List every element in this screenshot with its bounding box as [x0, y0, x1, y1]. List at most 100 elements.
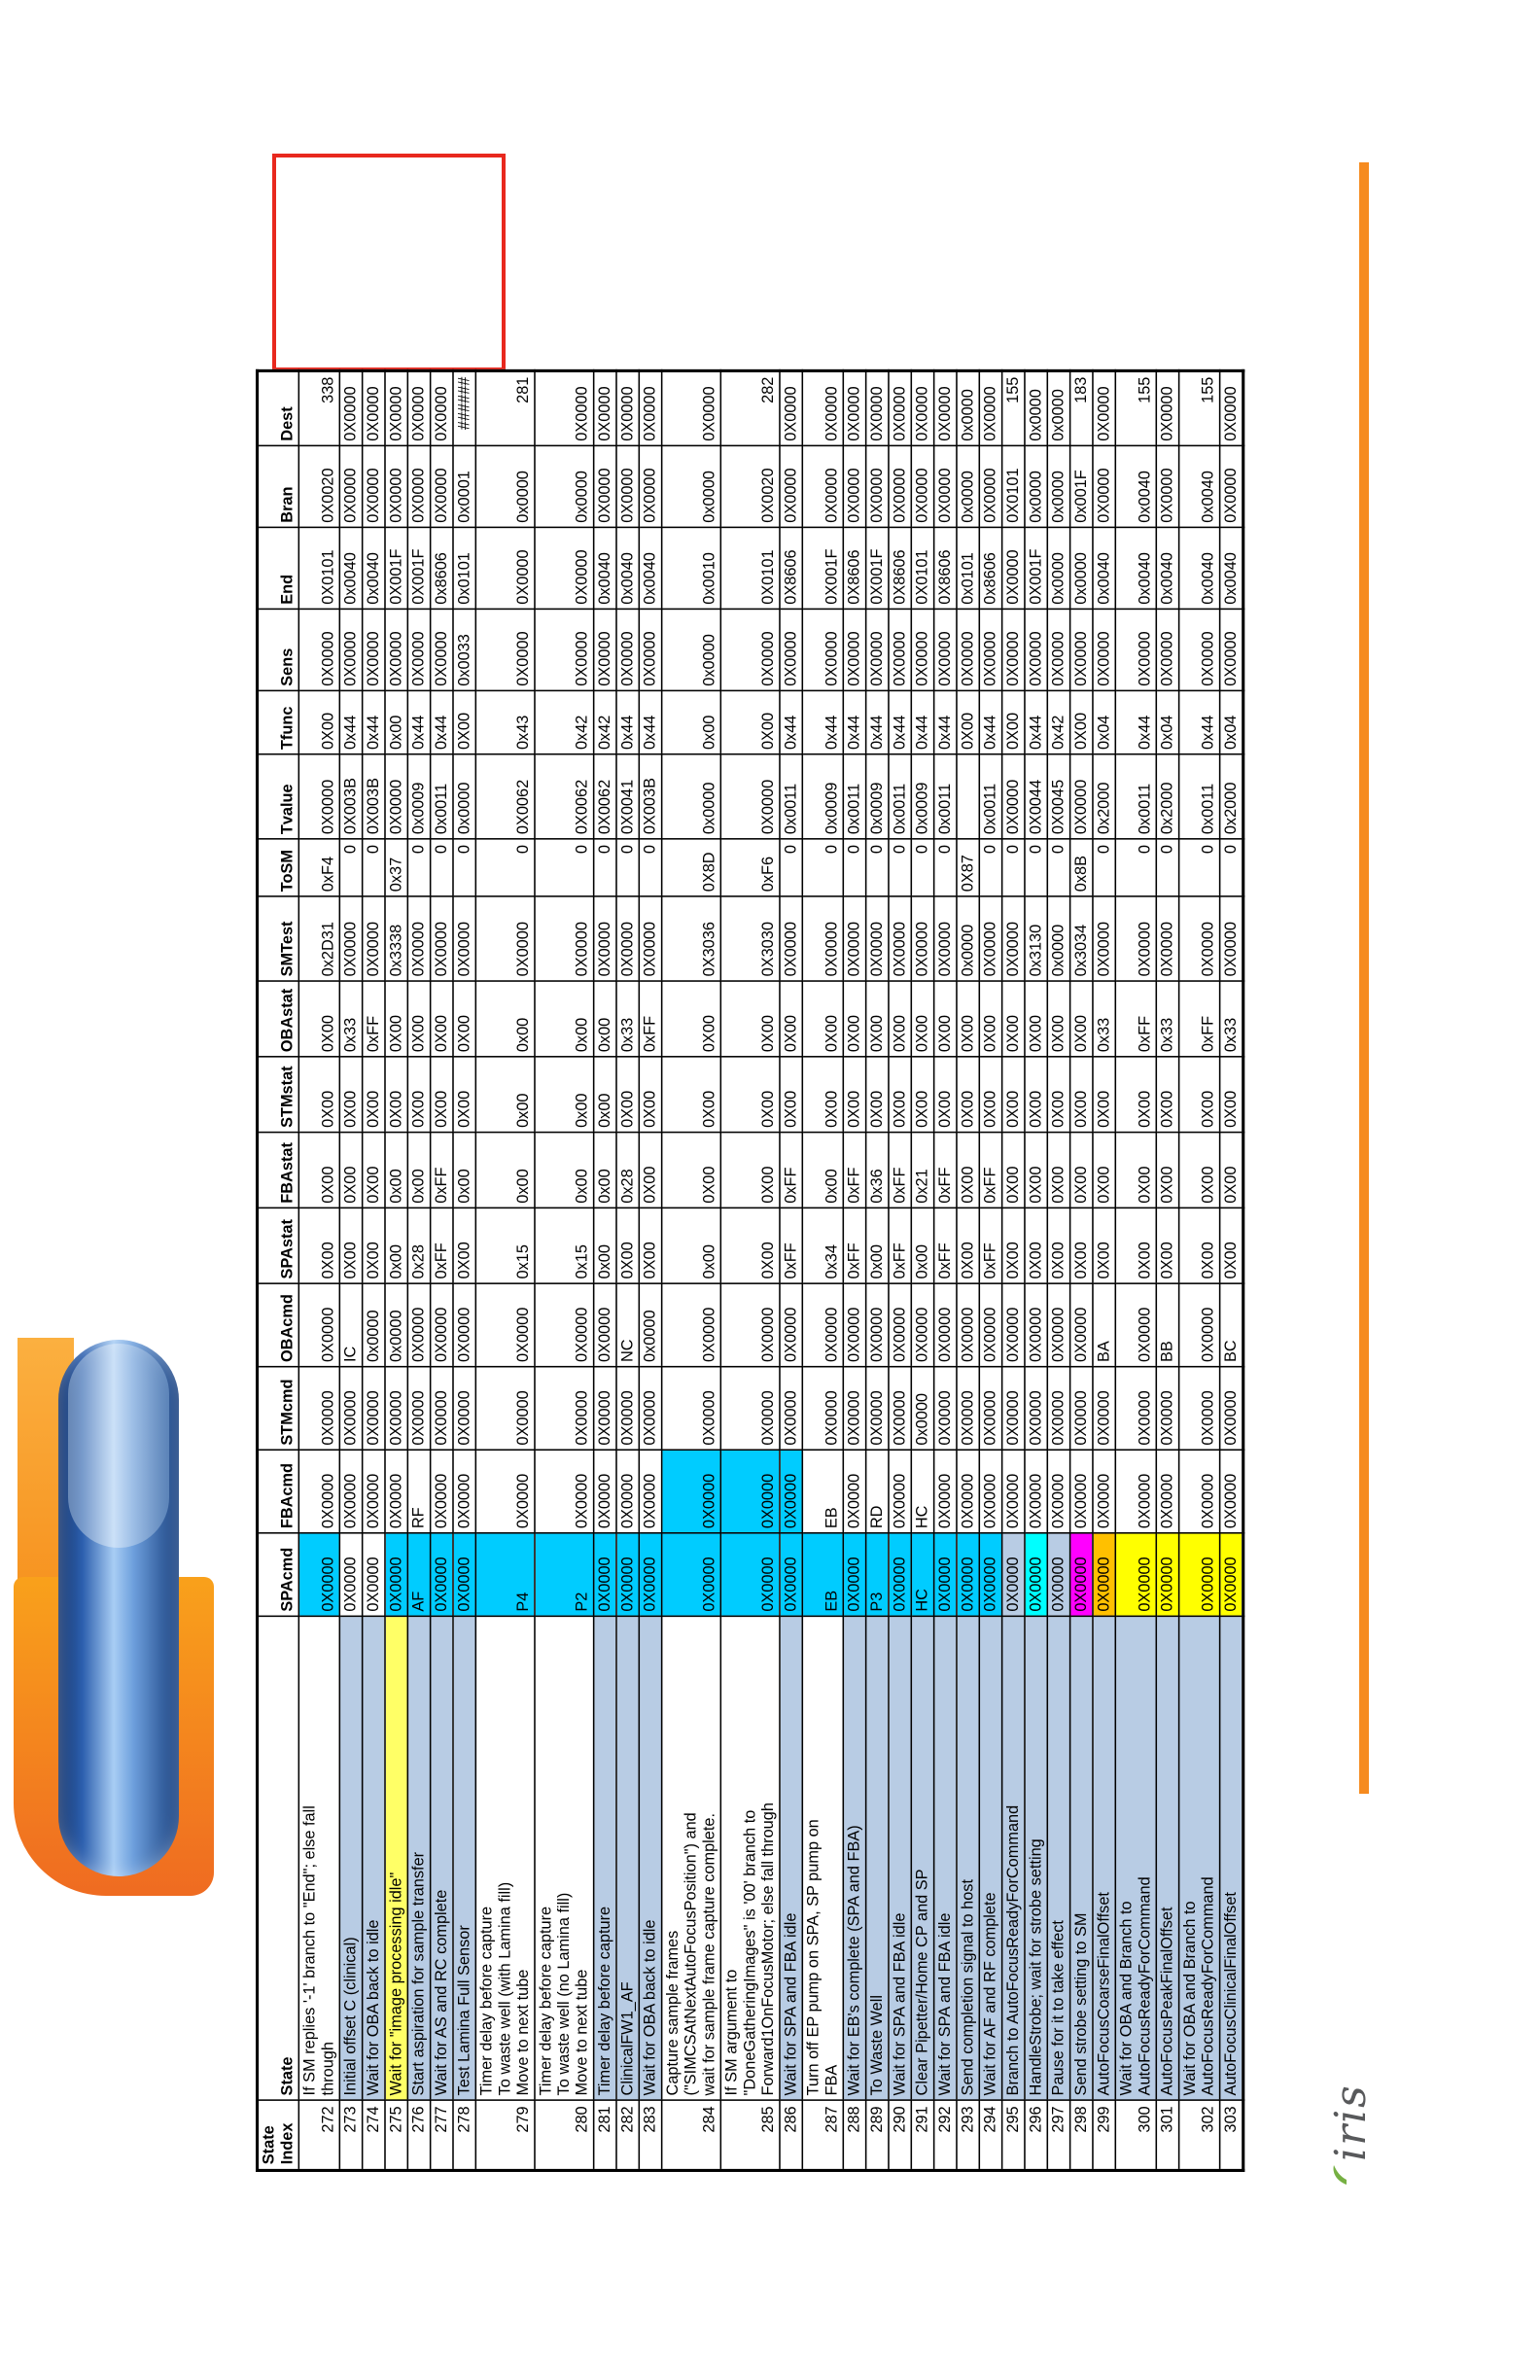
cell-bran: 0x0040 [1178, 446, 1220, 529]
cell-spastat: 0x00 [865, 1208, 889, 1284]
table-row: 281 Timer delay before capture 0X0000 0X000… [593, 370, 616, 2171]
cell-fbastat: 0X00 [1092, 1133, 1116, 1209]
cell-fbacmd: 0X0000 [1156, 1451, 1179, 1534]
cell-obastat: 0xFF [362, 981, 385, 1058]
cell-fbastat: 0xFF [979, 1133, 1002, 1209]
table-row: 289 To Waste Well P3 RD 0X0000 0X0000 0x00 0x36… [865, 370, 889, 2171]
cell-obacmd: 0X0000 [802, 1283, 844, 1368]
cell-stmstat: 0X00 [1001, 1057, 1025, 1134]
cell-spastat: 0X00 [1069, 1208, 1093, 1284]
cell-smtest: 0X0000 [362, 896, 385, 982]
cell-stmcmd: 0X0000 [979, 1367, 1002, 1452]
cell-stmstat: 0X00 [1219, 1057, 1243, 1134]
table-row: 285 If SM argument to "DoneGatheringImage… [720, 370, 780, 2171]
cell-fbacmd: 0X0000 [1069, 1451, 1093, 1534]
cell-fbastat: 0xFF [888, 1133, 912, 1209]
cell-obastat: 0X00 [661, 981, 721, 1058]
cell-smtest: 0X0000 [452, 896, 476, 982]
column-header-stmcmd: STMcmd [257, 1367, 299, 1452]
cell-tosm: 0 [1115, 839, 1157, 897]
cell-fbastat: 0X00 [1178, 1133, 1220, 1209]
table-row: 273 Initial offset C (clinical) 0X0000 0X00… [339, 370, 363, 2171]
column-header-smtest: SMTest [257, 896, 299, 982]
cell-index: 294 [979, 2100, 1002, 2171]
table-row: 282 ClinicalFW1_AF 0X0000 0X0000 0X0000 NC 0X0… [615, 370, 640, 2171]
cell-sens: 0X0000 [865, 610, 889, 692]
cell-stmcmd: 0X0000 [475, 1367, 535, 1452]
table-row: 291 Clear Pipetter/Home CP and SP HC HC 0x00… [911, 370, 934, 2171]
cell-stmstat: 0X00 [1115, 1057, 1157, 1134]
cell-tvalue: 0X0041 [615, 754, 640, 840]
cell-spacmd: 0X0000 [593, 1533, 616, 1618]
cell-smtest: 0x0000 [1047, 896, 1070, 982]
cell-index: 285 [720, 2100, 780, 2171]
cell-stmcmd: 0X0000 [615, 1367, 640, 1452]
table-row: 284 Capture sample frames ("SIMCSAtNextAu… [661, 370, 721, 2171]
cell-stmstat: 0X00 [639, 1057, 662, 1134]
cell-spastat: 0X00 [1219, 1208, 1243, 1284]
cell-fbastat: 0X00 [1219, 1133, 1243, 1209]
cell-obastat: 0X00 [843, 981, 866, 1058]
cell-tvalue: 0x0011 [979, 754, 1002, 840]
cell-tvalue: 0x0011 [779, 754, 803, 840]
cell-obastat: 0X00 [1024, 981, 1048, 1058]
cell-obastat: 0X00 [933, 981, 957, 1058]
cell-spacmd: 0X0000 [298, 1533, 340, 1618]
cell-stmstat: 0X00 [779, 1057, 803, 1134]
cell-stmcmd: 0x0000 [911, 1367, 934, 1452]
cell-tfunc: 0x43 [475, 691, 535, 755]
cell-bran: 0X0000 [362, 446, 385, 529]
cell-smtest: 0X0000 [639, 896, 662, 982]
cell-stmstat: 0X00 [362, 1057, 385, 1134]
cell-tfunc: 0X00 [720, 691, 780, 755]
cell-fbacmd: HC [911, 1451, 934, 1534]
cell-index: 277 [430, 2100, 453, 2171]
cell-spacmd: 0X0000 [843, 1533, 866, 1618]
cell-fbacmd: 0X0000 [639, 1451, 662, 1534]
cell-sens: 0X0000 [407, 610, 431, 692]
cell-bran: 0x0000 [475, 446, 535, 529]
cell-dest: 0X0000 [407, 370, 431, 447]
cell-obacmd: 0X0000 [1178, 1283, 1220, 1368]
cell-index: 302 [1178, 2100, 1220, 2171]
cell-obastat: 0X00 [407, 981, 431, 1058]
cell-state: Wait for OBA and Branch to AutoFocusRead… [1115, 1617, 1157, 2101]
cell-stmcmd: 0X0000 [888, 1367, 912, 1452]
cell-dest: 0X0000 [639, 370, 662, 447]
cell-spastat: 0x00 [593, 1208, 616, 1284]
cell-tvalue: 0X0000 [1069, 754, 1093, 840]
cell-fbacmd: RD [865, 1451, 889, 1534]
cell-tfunc: 0x44 [1115, 691, 1157, 755]
cell-stmstat: 0X00 [452, 1057, 476, 1134]
table-row: 300 Wait for OBA and Branch to AutoFocusR… [1115, 370, 1157, 2171]
cell-tfunc: 0X00 [452, 691, 476, 755]
cell-obastat: 0X00 [802, 981, 844, 1058]
cell-smtest: 0X0000 [933, 896, 957, 982]
cell-obacmd: BB [1156, 1283, 1179, 1368]
cell-sens: 0x0033 [452, 610, 476, 692]
cell-spastat: 0X00 [1047, 1208, 1070, 1284]
table-row: 294 Wait for AF and RF complete 0X0000 0X00… [979, 370, 1002, 2171]
cell-spacmd: 0X0000 [888, 1533, 912, 1618]
cell-state: To Waste Well [865, 1617, 889, 2101]
cell-fbacmd: 0X0000 [430, 1451, 453, 1534]
cell-obacmd: 0X0000 [298, 1283, 340, 1368]
cell-spacmd: HC [911, 1533, 934, 1618]
cell-spacmd: 0X0000 [1024, 1533, 1048, 1618]
cell-spastat: 0X00 [1024, 1208, 1048, 1284]
cell-bran: 0X0000 [779, 446, 803, 529]
column-header-spacmd: SPAcmd [257, 1533, 299, 1618]
cell-stmcmd: 0X0000 [362, 1367, 385, 1452]
cell-smtest: 0X3030 [720, 896, 780, 982]
cell-state: Wait for AS and RC complete [430, 1617, 453, 2101]
cell-stmcmd: 0X0000 [1219, 1367, 1243, 1452]
cell-obacmd: 0X0000 [1069, 1283, 1093, 1368]
cell-smtest: 0X0000 [779, 896, 803, 982]
cell-sens: 0X0000 [1156, 610, 1179, 692]
cell-fbastat: 0xFF [779, 1133, 803, 1209]
cell-stmcmd: 0X0000 [298, 1367, 340, 1452]
cell-smtest: 0x0000 [956, 896, 980, 982]
cell-state: Wait for OBA back to idle [639, 1617, 662, 2101]
cell-stmcmd: 0X0000 [1001, 1367, 1025, 1452]
cell-smtest: 0X0000 [865, 896, 889, 982]
